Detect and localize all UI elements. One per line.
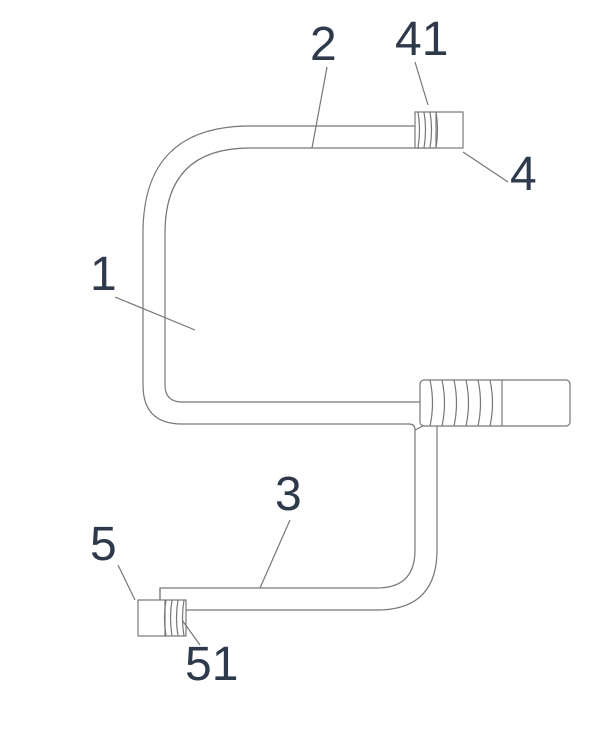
label-4: 4	[510, 148, 537, 201]
technical-diagram: 1 2 3 4 5 41 51	[0, 0, 602, 748]
label-51: 51	[185, 638, 238, 691]
label-41: 41	[395, 13, 448, 66]
bottom-nut	[138, 600, 186, 636]
label-3: 3	[275, 468, 302, 521]
label-5: 5	[90, 518, 117, 571]
top-nut	[415, 112, 463, 148]
label-1: 1	[90, 248, 117, 301]
label-2: 2	[310, 18, 337, 71]
s-bracket-body	[143, 126, 437, 610]
side-bolt	[420, 380, 570, 426]
